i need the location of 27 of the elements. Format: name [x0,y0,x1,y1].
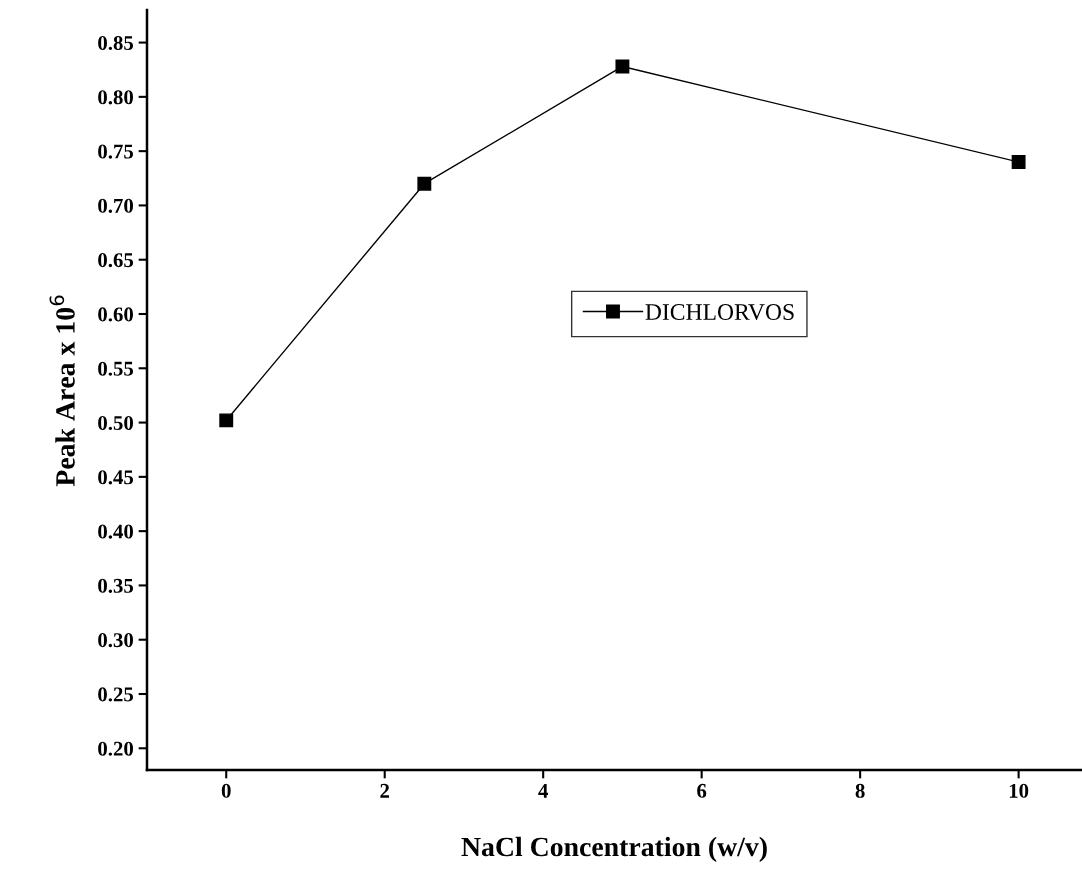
y-tick-label: 0.50 [98,415,134,431]
x-axis-title: NaCl Concentration (w/v) [461,836,767,862]
y-tick-label: 0.40 [98,524,134,539]
x-tick-label: 2 [380,783,390,798]
point [615,59,630,74]
point [1011,155,1026,169]
x-tick-label: 6 [697,783,707,798]
x-tick-label: 8 [855,783,865,798]
y-tick-label: 0.30 [98,633,134,648]
y-axis-title: Peak Area x 10$^{6}$ [49,295,75,487]
point [417,176,432,191]
x-tick-label: 4 [538,783,549,798]
y-tick-label: 0.45 [98,470,134,485]
y-tick-label: 0.85 [98,35,134,51]
y-tick-label: 0.35 [98,578,134,593]
y-tick-label: 0.55 [98,361,134,376]
x-tick-label: 10 [1009,783,1029,798]
y-tick-label: 0.75 [98,144,134,159]
y-tick-label: 0.70 [98,198,134,213]
y-tick-label: 0.25 [98,687,134,702]
point [219,413,234,428]
x-tick-label: 0 [221,783,231,798]
y-tick-label: 0.65 [98,253,134,268]
y-tick-label: 0.80 [98,90,134,105]
y-tick-label: 0.60 [98,307,134,322]
legend-label: DICHLORVOS [645,304,794,321]
y-tick-label: 0.20 [98,741,134,756]
